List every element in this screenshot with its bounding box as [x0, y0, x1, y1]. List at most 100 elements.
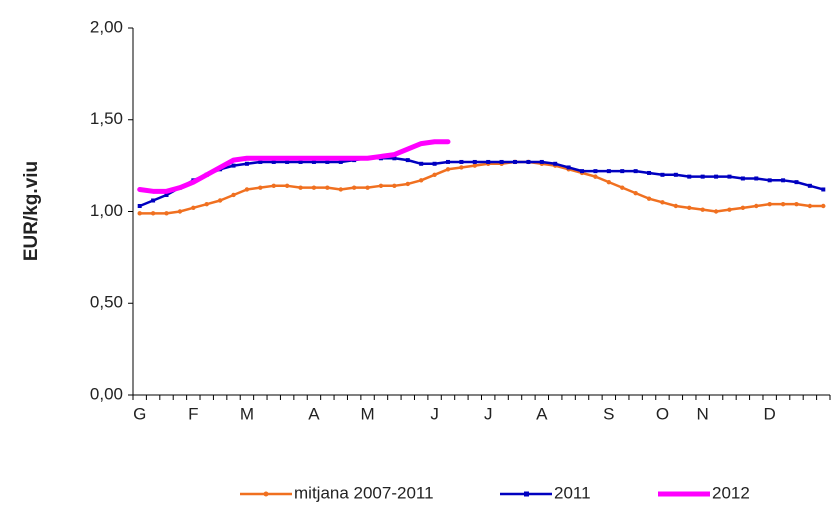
y-tick-label: 1,00 [90, 201, 123, 220]
point [472, 159, 477, 164]
point [325, 159, 330, 164]
point [405, 158, 410, 163]
point [137, 203, 142, 208]
point [687, 205, 692, 211]
point [794, 180, 799, 185]
x-tick-label: D [764, 404, 776, 423]
point [633, 190, 638, 196]
point [727, 207, 732, 212]
y-tick-label: 0,00 [90, 384, 123, 403]
point [740, 205, 746, 211]
point [392, 183, 397, 189]
legend-marker [524, 491, 529, 497]
series-line [138, 160, 825, 215]
x-tick-label: O [656, 404, 669, 423]
point [405, 181, 410, 187]
point [351, 185, 357, 190]
point [392, 156, 397, 161]
x-tick-label: S [603, 404, 614, 423]
point [271, 159, 276, 164]
point [713, 209, 719, 214]
point [472, 163, 477, 168]
x-tick-label: J [430, 404, 439, 423]
point [754, 203, 759, 209]
point [727, 174, 732, 179]
point [164, 192, 169, 197]
point [673, 203, 679, 209]
y-tick-label: 1,50 [90, 109, 123, 128]
point [486, 159, 491, 164]
point [780, 201, 786, 207]
point [244, 187, 250, 192]
point [338, 159, 343, 164]
point [204, 201, 209, 207]
point [445, 159, 450, 164]
x-tick-label: N [697, 404, 709, 423]
x-tick-label: F [188, 404, 198, 423]
point [378, 183, 384, 189]
point [566, 165, 571, 170]
point [794, 201, 799, 207]
point [258, 185, 263, 190]
point [526, 159, 531, 164]
point [258, 159, 263, 164]
point [513, 159, 518, 164]
point [580, 169, 585, 174]
point [499, 159, 504, 164]
x-tick-label: A [536, 404, 548, 423]
point [660, 200, 665, 205]
legend-label: 2011 [554, 483, 591, 502]
point [553, 161, 558, 166]
point [311, 159, 316, 164]
point [459, 159, 464, 164]
point [781, 178, 786, 183]
point [687, 174, 692, 179]
point [660, 172, 665, 177]
point [700, 174, 705, 179]
point [325, 185, 330, 190]
x-tick-label: M [360, 404, 374, 423]
series-line [137, 139, 451, 194]
legend-label: 2012 [712, 483, 750, 502]
point [606, 179, 612, 185]
point [432, 172, 437, 177]
point [445, 167, 451, 172]
point [164, 211, 169, 216]
point [151, 198, 156, 203]
point [633, 169, 638, 174]
point [311, 185, 317, 190]
point [593, 169, 598, 174]
point [700, 207, 705, 212]
point [284, 183, 290, 189]
x-tick-label: A [308, 404, 320, 423]
point [137, 211, 142, 216]
point [298, 159, 303, 164]
point [714, 174, 719, 179]
point [338, 187, 343, 192]
point [606, 169, 611, 174]
point [150, 211, 156, 216]
x-tick-label: J [484, 404, 493, 423]
y-tick-label: 2,00 [90, 17, 123, 36]
point [754, 176, 759, 181]
y-tick-label: 0,50 [90, 293, 123, 312]
point [593, 174, 598, 179]
point [821, 203, 826, 209]
point [285, 159, 290, 164]
point [365, 185, 370, 190]
point [620, 169, 625, 174]
point [767, 178, 772, 183]
point [673, 172, 678, 177]
point [539, 159, 544, 164]
x-tick-label: G [133, 404, 146, 423]
series-line [138, 157, 825, 208]
y-axis-title: EUR/kg.viu [21, 161, 42, 261]
point [419, 161, 424, 166]
legend-label: mitjana 2007-2011 [294, 483, 434, 502]
legend-marker [263, 491, 269, 497]
point [231, 192, 236, 198]
point [231, 163, 236, 168]
point [177, 209, 183, 214]
point [807, 203, 813, 209]
point [191, 205, 196, 211]
